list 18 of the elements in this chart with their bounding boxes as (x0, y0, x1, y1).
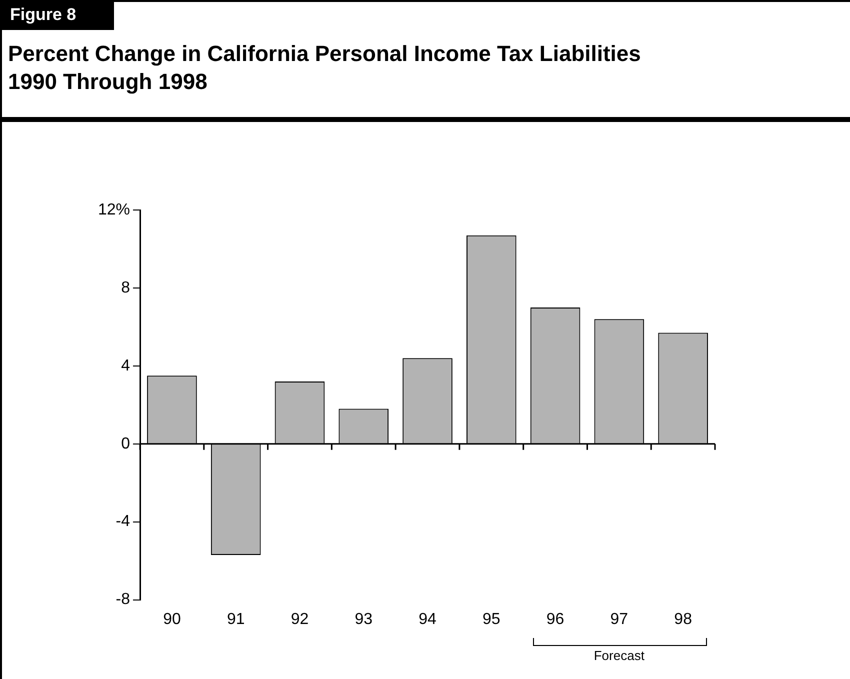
y-tick-label: 12% (98, 201, 130, 218)
x-tick-label: 94 (418, 610, 437, 628)
caption: Figure 8 (0, 0, 114, 30)
y-tick-label: 8 (121, 279, 130, 296)
x-tick-label: 98 (674, 610, 692, 628)
y-tick-label: 0 (121, 435, 130, 452)
x-tick-label: 90 (163, 610, 181, 628)
x-tick-label: 97 (610, 610, 628, 628)
y-tick-label: 4 (121, 357, 130, 374)
y-tick-label: -4 (116, 513, 130, 530)
x-tick-label: 93 (354, 610, 373, 628)
x-tick-label: 95 (482, 610, 500, 628)
chart-title: Percent Change in California Personal Income Tax Liabilities 1990 Through 1998 (8, 40, 641, 96)
x-tick-label: 92 (290, 610, 309, 628)
text: Forecast (594, 648, 644, 663)
x-tick-label: 91 (226, 610, 245, 628)
x-tick-label: 96 (546, 610, 564, 628)
y-tick-label: -8 (116, 591, 130, 608)
